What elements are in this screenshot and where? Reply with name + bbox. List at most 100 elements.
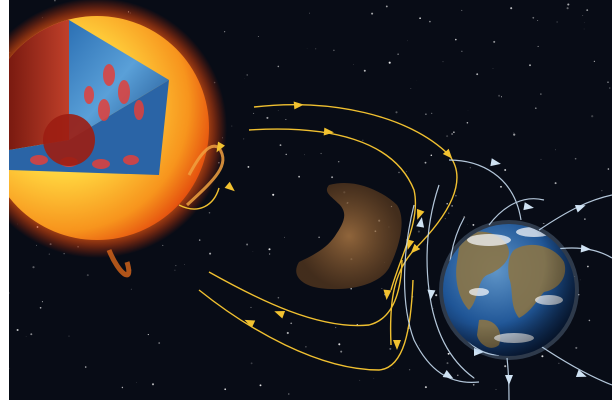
field-arrow bbox=[224, 181, 235, 192]
star bbox=[591, 115, 594, 118]
star bbox=[162, 244, 164, 246]
star bbox=[540, 158, 542, 160]
field-arrow bbox=[393, 340, 401, 350]
star bbox=[498, 94, 501, 97]
star bbox=[371, 12, 374, 15]
star bbox=[388, 61, 391, 64]
star bbox=[543, 222, 545, 225]
star bbox=[510, 7, 513, 10]
star bbox=[493, 40, 496, 43]
star bbox=[500, 96, 503, 98]
star bbox=[541, 355, 544, 358]
star bbox=[84, 366, 87, 368]
star bbox=[285, 119, 287, 121]
star bbox=[25, 336, 27, 337]
star bbox=[567, 3, 570, 6]
field-arrow bbox=[383, 289, 392, 300]
star bbox=[461, 9, 463, 11]
field-arrow bbox=[574, 204, 586, 213]
field-arrow bbox=[274, 310, 286, 319]
star bbox=[556, 21, 558, 23]
star bbox=[252, 251, 254, 252]
solar-field-arrows bbox=[216, 101, 425, 350]
field-arrow bbox=[416, 208, 425, 220]
star bbox=[247, 165, 250, 168]
star bbox=[243, 138, 245, 140]
star bbox=[54, 0, 56, 2]
star bbox=[224, 388, 227, 391]
star bbox=[601, 190, 603, 192]
star bbox=[463, 216, 466, 218]
field-arrow bbox=[427, 289, 436, 300]
star bbox=[253, 112, 255, 114]
field-arrow bbox=[416, 217, 425, 228]
star bbox=[431, 112, 433, 114]
star bbox=[513, 133, 516, 136]
star bbox=[451, 133, 453, 135]
star bbox=[353, 64, 354, 65]
star bbox=[298, 175, 300, 178]
earth bbox=[439, 220, 579, 360]
star bbox=[68, 335, 70, 337]
star bbox=[424, 386, 427, 389]
star bbox=[472, 223, 475, 226]
star bbox=[147, 334, 149, 336]
star bbox=[309, 12, 310, 14]
star bbox=[41, 301, 43, 303]
star bbox=[607, 81, 609, 83]
star bbox=[407, 40, 408, 42]
star bbox=[266, 116, 269, 119]
star bbox=[320, 152, 322, 155]
star bbox=[121, 386, 124, 389]
star bbox=[250, 306, 252, 308]
star bbox=[290, 322, 293, 325]
star bbox=[540, 93, 542, 95]
star bbox=[446, 362, 449, 365]
star bbox=[259, 384, 262, 387]
field-arrow bbox=[406, 239, 415, 250]
star bbox=[513, 132, 515, 134]
star bbox=[285, 153, 287, 156]
star bbox=[288, 393, 290, 395]
star bbox=[417, 230, 420, 233]
star bbox=[583, 28, 585, 30]
star bbox=[36, 244, 37, 246]
star bbox=[209, 252, 212, 255]
star bbox=[397, 53, 399, 55]
star bbox=[447, 352, 450, 355]
field-arrow bbox=[442, 370, 454, 379]
star bbox=[30, 333, 33, 336]
star bbox=[566, 7, 569, 10]
star bbox=[151, 383, 155, 386]
star bbox=[9, 292, 10, 294]
star bbox=[286, 331, 289, 335]
star bbox=[398, 171, 400, 174]
star bbox=[268, 253, 271, 255]
star bbox=[554, 182, 557, 185]
star bbox=[86, 274, 89, 277]
star bbox=[350, 287, 353, 290]
star bbox=[457, 374, 459, 377]
star bbox=[575, 346, 578, 349]
star bbox=[279, 144, 282, 147]
star bbox=[414, 245, 416, 247]
star bbox=[246, 243, 249, 246]
star bbox=[455, 194, 457, 197]
star bbox=[558, 362, 560, 364]
star bbox=[476, 73, 479, 76]
star bbox=[529, 64, 531, 67]
star bbox=[584, 218, 586, 220]
star bbox=[492, 68, 494, 69]
star bbox=[537, 45, 539, 47]
star bbox=[574, 276, 576, 277]
star bbox=[425, 113, 427, 116]
star bbox=[158, 342, 161, 344]
star bbox=[335, 326, 337, 329]
sun bbox=[9, 0, 227, 278]
sun-cutaway bbox=[9, 16, 169, 175]
star bbox=[208, 211, 211, 214]
star bbox=[446, 202, 448, 205]
field-arrow bbox=[474, 348, 484, 356]
star bbox=[584, 22, 585, 23]
star bbox=[363, 69, 366, 72]
